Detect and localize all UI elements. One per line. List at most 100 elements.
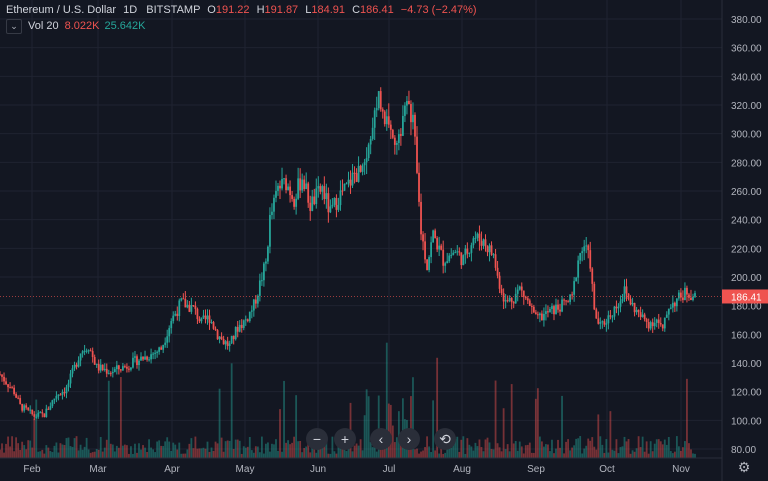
exchange[interactable]: BITSTAMP [146,4,201,16]
volume-bar [690,449,692,458]
volume-legend: ⌄ Vol 20 8.022K 25.642K [6,19,145,34]
open-value: 191.22 [215,4,250,16]
time-tick-label: Oct [599,464,615,475]
candle-body [549,308,551,313]
reset-chart-button[interactable]: ⟲ [434,428,456,450]
volume-bar [329,453,332,458]
volume-bar [635,448,638,458]
volume-bar [87,449,90,458]
candle-body [569,294,572,302]
volume-bar [291,442,294,458]
candle-body [262,263,265,281]
volume-bar [655,439,658,458]
candle-body [119,369,122,371]
volume-bar [85,437,88,458]
volume-bar [434,450,437,458]
candle-body [315,188,318,204]
candle-body [611,316,614,318]
volume-bar [623,436,626,458]
volume-bar [669,451,672,458]
volume-bar [534,398,537,458]
candle-body [148,359,150,361]
volume-bar [510,384,513,458]
candle-body [291,195,294,199]
volume-bar [204,448,207,458]
candle-body [103,368,106,370]
volume-bar [61,444,64,458]
candle-body [410,104,412,123]
volume-bar [156,441,159,458]
volume-bar [514,440,517,458]
symbol-legend: Ethereum / U.S. Dollar 1D BITSTAMP O191.… [6,3,477,18]
time-tick-label: Apr [164,464,180,475]
gear-icon[interactable]: ⚙ [737,459,751,475]
volume-label[interactable]: Vol 20 [28,20,59,32]
time-tick-label: Mar [89,464,107,475]
candle-body [186,304,189,308]
volume-bar [688,443,690,458]
zoom-in-button[interactable]: + [334,428,356,450]
volume-bar [289,444,291,458]
volume-bar [240,453,243,458]
volume-bar [545,444,547,458]
candle-body [285,178,287,191]
candle-body [180,298,183,301]
candles [0,87,696,421]
candle-body [597,318,600,324]
candle-body [297,178,300,199]
zoom-out-button[interactable]: − [306,428,328,450]
candle-body [3,376,5,382]
volume-bar [198,448,201,458]
candle-body [496,267,499,276]
interval[interactable]: 1D [123,4,138,16]
candle-body [607,315,610,324]
volume-bar [252,452,255,458]
symbol-name[interactable]: Ethereum / U.S. Dollar [6,4,117,16]
scroll-left-button[interactable]: ‹ [370,428,392,450]
volume-bar [45,445,48,458]
candle-body [530,306,533,308]
volume-bar [508,451,511,458]
candle-body [470,245,473,253]
time-axis-labels: Feb Mar Apr May Jun Jul Aug Sep Oct Nov [23,464,690,475]
chevron-down-icon[interactable]: ⌄ [6,19,22,34]
candle-body [218,336,221,340]
volume-bar [31,447,34,458]
candle-body [438,245,441,250]
candle-body [440,245,443,250]
candle-body [142,356,144,360]
volume-bar [325,439,328,458]
candle-body [228,343,231,346]
scroll-right-button[interactable]: › [398,428,420,450]
volume-bar [601,444,604,458]
candle-body [65,387,68,394]
volume-bar [242,446,245,458]
volume-bar [269,451,271,458]
volume-bar [144,447,146,458]
candle-body [466,248,469,254]
candle-body [200,317,203,322]
candle-body [595,309,598,319]
candle-body [23,405,26,411]
volume-bar [395,437,398,458]
volume-bar [557,439,559,458]
volume-bar [69,446,72,458]
candle-body [603,321,606,325]
volume-bar [89,452,92,458]
candle-body [526,298,529,301]
candle-body [591,268,594,284]
candle-body [134,356,136,358]
candle-body [275,190,277,198]
candle-body [206,315,209,320]
volume-bar [621,446,624,458]
volume-bar [111,444,114,458]
candle-body [528,300,531,307]
candle-body [101,364,104,370]
close-value: 186.41 [360,4,394,16]
volume-bar [673,451,676,458]
volume-bar [458,451,461,458]
price-axis-bg [722,0,768,481]
volume-bar [142,445,144,458]
candle-body [575,277,578,282]
